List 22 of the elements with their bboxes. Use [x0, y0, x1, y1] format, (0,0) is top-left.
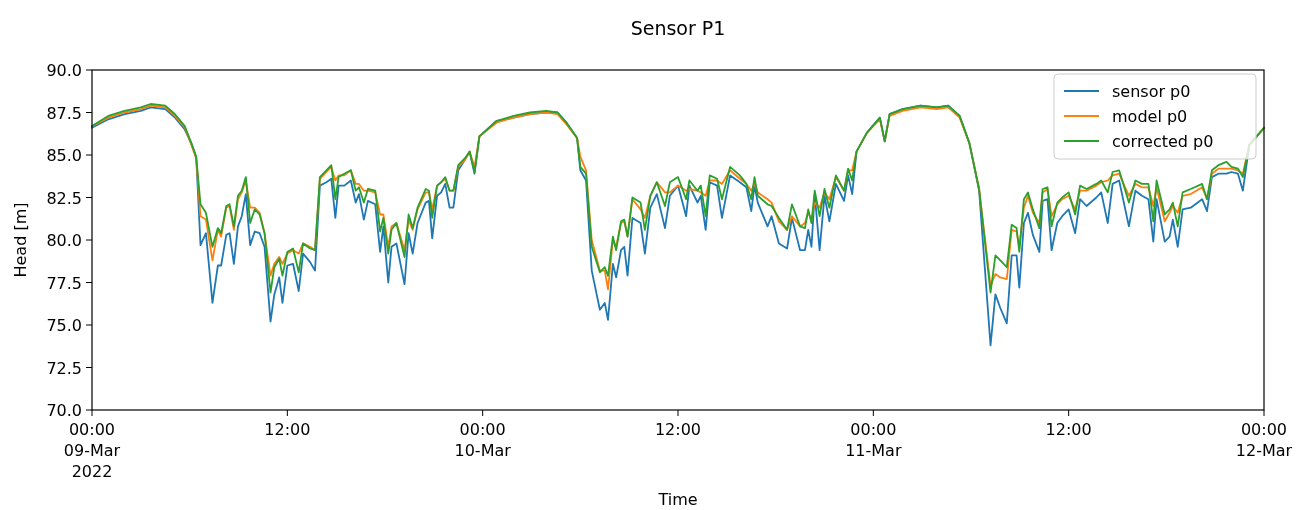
chart-title: Sensor P1 — [630, 17, 726, 39]
y-tick-label: 72.5 — [46, 358, 82, 378]
x-tick-label: 12:00 — [264, 420, 311, 439]
x-axis-title: Time — [657, 490, 698, 509]
y-tick-label: 77.5 — [46, 273, 82, 293]
y-tick-label: 75.0 — [46, 316, 82, 335]
legend-label: corrected p0 — [1112, 132, 1214, 151]
y-tick-label: 80.0 — [46, 231, 82, 250]
x-tick-label: 00:00 09-Mar 2022 — [63, 420, 121, 481]
y-axis-title: Head [m] — [11, 202, 30, 278]
y-tick-label: 87.5 — [46, 103, 82, 123]
x-tick-label: 00:00 12-Mar — [1235, 420, 1293, 460]
x-tick-label: 12:00 — [654, 420, 702, 439]
legend-label: sensor p0 — [1112, 82, 1191, 101]
x-tick-label: 00:00 10-Mar — [454, 420, 512, 460]
y-tick-label: 90.0 — [46, 61, 82, 80]
y-tick-label: 82.5 — [46, 188, 82, 208]
legend-label: model p0 — [1112, 107, 1188, 126]
x-tick-label: 00:00 11-Mar — [845, 420, 902, 460]
x-tick-label: 12:00 — [1045, 420, 1092, 439]
y-tick-label: 85.0 — [46, 146, 82, 165]
y-tick-label: 70.0 — [46, 401, 82, 420]
